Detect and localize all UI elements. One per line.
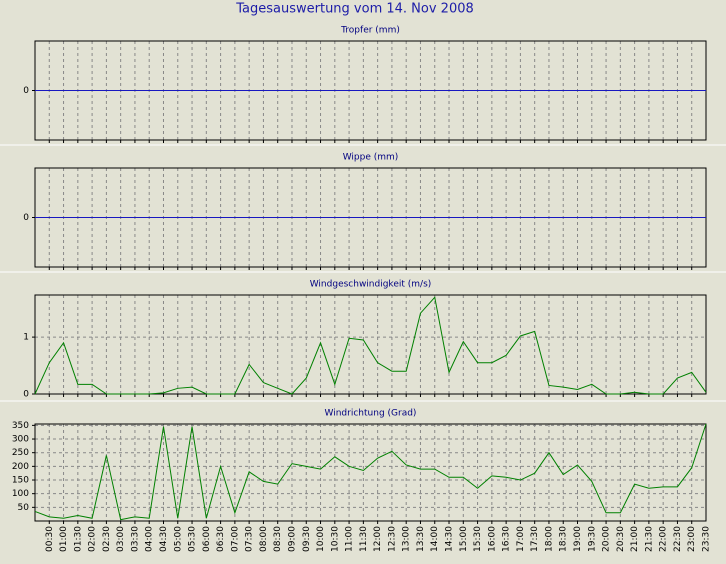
x-tick-label: 18:00 bbox=[544, 526, 554, 552]
x-tick-label: 16:00 bbox=[487, 526, 497, 552]
x-tick-label: 16:30 bbox=[502, 526, 512, 552]
page-title: Tagesauswertung vom 14. Nov 2008 bbox=[235, 2, 474, 17]
panel-title: Windgeschwindigkeit (m/s) bbox=[310, 280, 432, 290]
x-tick-label: 05:00 bbox=[173, 526, 183, 552]
x-tick-label: 22:30 bbox=[673, 526, 683, 552]
x-tick-label: 19:00 bbox=[573, 526, 583, 552]
panel-title: Tropfer (mm) bbox=[340, 26, 400, 36]
x-tick-label: 07:30 bbox=[245, 526, 255, 552]
x-tick-label: 17:00 bbox=[516, 526, 526, 552]
x-tick-label: 08:30 bbox=[273, 526, 283, 552]
plot-frame bbox=[34, 423, 707, 522]
y-tick-label: 300 bbox=[12, 435, 29, 445]
x-tick-label: 14:00 bbox=[430, 526, 440, 552]
x-tick-label: 20:00 bbox=[602, 526, 612, 552]
x-tick-label: 20:30 bbox=[616, 526, 626, 552]
data-line bbox=[34, 296, 707, 395]
x-tick-label: 01:00 bbox=[59, 526, 69, 552]
y-tick-label: 0 bbox=[23, 213, 29, 223]
x-tick-label: 02:30 bbox=[102, 526, 112, 552]
x-tick-label: 21:00 bbox=[630, 526, 640, 552]
x-tick-label: 13:30 bbox=[416, 526, 426, 552]
x-tick-label: 00:30 bbox=[45, 526, 55, 552]
x-tick-label: 04:30 bbox=[159, 526, 169, 552]
y-tick-label: 1 bbox=[23, 333, 29, 343]
x-tick-label: 14:30 bbox=[445, 526, 455, 552]
x-tick-label: 11:00 bbox=[345, 526, 355, 552]
y-tick-label: 250 bbox=[12, 448, 29, 458]
plot-frame bbox=[34, 294, 707, 395]
x-tick-label: 15:00 bbox=[459, 526, 469, 552]
panel-title: Windrichtung (Grad) bbox=[325, 409, 417, 419]
data-line bbox=[34, 423, 707, 521]
x-tick-label: 10:00 bbox=[316, 526, 326, 552]
x-tick-label: 22:00 bbox=[659, 526, 669, 552]
x-tick-label: 05:30 bbox=[188, 526, 198, 552]
x-tick-label: 09:00 bbox=[287, 526, 297, 552]
x-tick-label: 21:30 bbox=[644, 526, 654, 552]
y-tick-label: 0 bbox=[23, 86, 29, 96]
x-tick-label: 03:30 bbox=[130, 526, 140, 552]
x-tick-label: 06:00 bbox=[202, 526, 212, 552]
x-tick-label: 09:30 bbox=[302, 526, 312, 552]
y-tick-label: 50 bbox=[18, 503, 30, 513]
x-tick-label: 23:00 bbox=[687, 526, 697, 552]
y-tick-label: 200 bbox=[12, 462, 29, 472]
y-tick-label: 350 bbox=[12, 421, 29, 431]
x-tick-label: 18:30 bbox=[559, 526, 569, 552]
x-tick-label: 10:30 bbox=[330, 526, 340, 552]
x-tick-label: 07:00 bbox=[230, 526, 240, 552]
x-tick-label: 03:00 bbox=[116, 526, 126, 552]
x-tick-label: 06:30 bbox=[216, 526, 226, 552]
x-tick-label: 02:00 bbox=[88, 526, 98, 552]
x-tick-label: 11:30 bbox=[359, 526, 369, 552]
y-tick-label: 100 bbox=[12, 489, 29, 499]
y-tick-label: 0 bbox=[23, 390, 29, 400]
x-tick-label: 12:30 bbox=[387, 526, 397, 552]
panel-title: Wippe (mm) bbox=[343, 153, 399, 163]
x-tick-label: 23:30 bbox=[702, 526, 712, 552]
x-tick-label: 12:00 bbox=[373, 526, 383, 552]
y-tick-label: 150 bbox=[12, 476, 29, 486]
x-tick-label: 13:00 bbox=[402, 526, 412, 552]
x-tick-label: 08:00 bbox=[259, 526, 269, 552]
x-tick-label: 01:30 bbox=[73, 526, 83, 552]
x-tick-label: 04:00 bbox=[145, 526, 155, 552]
x-tick-label: 15:30 bbox=[473, 526, 483, 552]
x-tick-label: 17:30 bbox=[530, 526, 540, 552]
x-tick-label: 19:30 bbox=[587, 526, 597, 552]
